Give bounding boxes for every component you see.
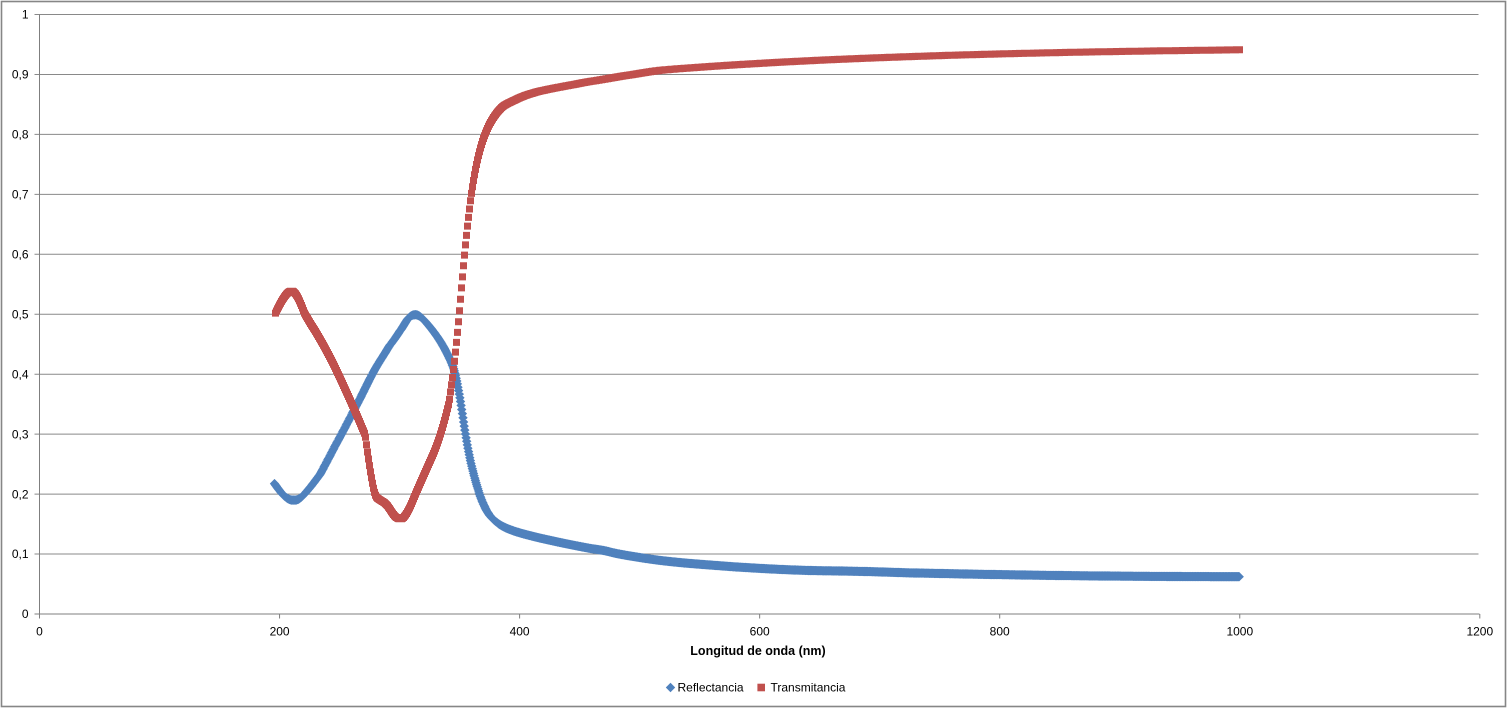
svg-text:Transmitancia: Transmitancia	[771, 681, 846, 695]
svg-text:0,8: 0,8	[12, 128, 29, 142]
svg-text:0,4: 0,4	[12, 367, 29, 381]
svg-text:0: 0	[36, 625, 43, 639]
svg-text:1000: 1000	[1226, 625, 1253, 639]
svg-text:400: 400	[510, 625, 530, 639]
svg-text:800: 800	[990, 625, 1010, 639]
svg-text:Reflectancia: Reflectancia	[678, 681, 744, 695]
svg-text:0,6: 0,6	[12, 248, 29, 262]
svg-text:0: 0	[22, 607, 29, 621]
svg-text:0,1: 0,1	[12, 547, 29, 561]
svg-text:0,2: 0,2	[12, 487, 29, 501]
svg-text:200: 200	[270, 625, 290, 639]
svg-text:Longitud de onda (nm): Longitud de onda (nm)	[690, 644, 825, 658]
svg-text:600: 600	[750, 625, 770, 639]
svg-text:1: 1	[22, 8, 29, 22]
svg-text:1200: 1200	[1466, 625, 1493, 639]
svg-text:0,7: 0,7	[12, 188, 29, 202]
svg-text:0,3: 0,3	[12, 427, 29, 441]
svg-text:0,5: 0,5	[12, 307, 29, 321]
svg-text:0,9: 0,9	[12, 68, 29, 82]
